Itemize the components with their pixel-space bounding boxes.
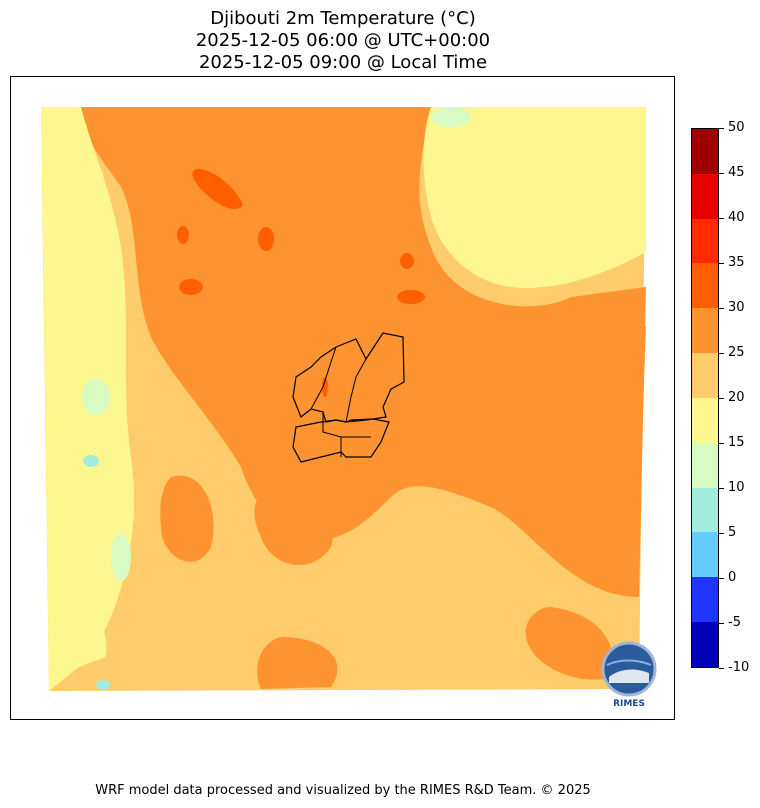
very-hot-blob-7 (322, 377, 328, 397)
map-subtitle-utc: 2025-12-05 06:00 @ UTC+00:00 (195, 30, 491, 51)
colorbar-tick (719, 308, 724, 309)
colorbar-tick (719, 398, 724, 399)
map-title: Djibouti 2m Temperature (°C) (210, 8, 476, 29)
cool-spot-northeast (431, 107, 471, 127)
colorbar-segment (692, 487, 718, 533)
map-subtitle-local: 2025-12-05 09:00 @ Local Time (198, 52, 488, 73)
colorbar-tick (719, 488, 724, 489)
colorbar-tick-label: 45 (728, 165, 745, 180)
colorbar-segment (692, 442, 718, 488)
colorbar-tick (719, 263, 724, 264)
colorbar-segment (692, 308, 718, 354)
map-frame: RIMES (10, 76, 675, 720)
colorbar-tick-label: 40 (728, 210, 745, 225)
djibouti-internal-border-2 (345, 358, 367, 423)
colorbar-tick (719, 578, 724, 579)
very-hot-blob-1 (192, 168, 243, 210)
colorbar-tick-label: 30 (728, 300, 745, 315)
rimes-logo-text: RIMES (613, 699, 645, 709)
colorbar-tick (719, 353, 724, 354)
colorbar-tick (719, 218, 724, 219)
colorbar-tick (719, 668, 724, 669)
very-hot-blob-3 (258, 227, 274, 251)
cold-spot-south (96, 680, 110, 690)
colorbar-tick-label: 0 (728, 570, 737, 585)
djibouti-internal-border-3 (322, 412, 342, 457)
hot-patch-south (254, 487, 333, 566)
colorbar-tick (719, 443, 724, 444)
colorbar-tick-label: -10 (728, 660, 750, 675)
colorbar (691, 128, 719, 668)
colorbar-segment (692, 263, 718, 309)
colorbar-segment (692, 173, 718, 219)
colorbar-tick (719, 173, 724, 174)
hot-region-east (389, 327, 646, 517)
mild-region-northeast (423, 107, 646, 288)
rimes-logo: RIMES (601, 641, 657, 709)
djibouti-lake-assal-region (292, 418, 390, 463)
hot-patch-southeast (525, 607, 613, 680)
colorbar-tick-label: 50 (728, 120, 745, 135)
colorbar-segment (692, 129, 718, 174)
mild-patch-southwest (51, 609, 107, 677)
hot-patch-southwest (160, 475, 214, 562)
cool-spot-west-2 (111, 533, 131, 581)
colorbar-segment (692, 577, 718, 623)
colorbar-tick (719, 533, 724, 534)
colorbar-tick-label: 35 (728, 255, 745, 270)
colorbar-tick (719, 623, 724, 624)
cool-spot-west-1 (82, 379, 110, 415)
colorbar-tick-label: 15 (728, 435, 745, 450)
colorbar-segment (692, 532, 718, 578)
djibouti-border (292, 332, 405, 423)
very-hot-blob-4 (179, 279, 203, 295)
colorbar-tick-label: -5 (728, 615, 741, 630)
cold-spot-west (83, 455, 99, 467)
colorbar-tick-label: 25 (728, 345, 745, 360)
colorbar-segment (692, 397, 718, 443)
temperature-map: RIMES (41, 107, 657, 709)
colorbar-segment (692, 353, 718, 398)
very-hot-blob-6 (397, 290, 425, 304)
colorbar-tick-label: 10 (728, 480, 745, 495)
very-hot-blob-2 (177, 226, 189, 244)
colorbar-tick-label: 5 (728, 525, 737, 540)
hot-patch-south-center (257, 637, 338, 689)
colorbar-segment (692, 622, 718, 667)
colorbar-tick (719, 128, 724, 129)
colorbar-segment (692, 218, 718, 264)
colorbar-tick-label: 20 (728, 390, 745, 405)
djibouti-internal-border-1 (310, 346, 337, 410)
footer-credit: WRF model data processed and visualized … (95, 783, 591, 798)
very-hot-blob-5 (400, 253, 414, 269)
